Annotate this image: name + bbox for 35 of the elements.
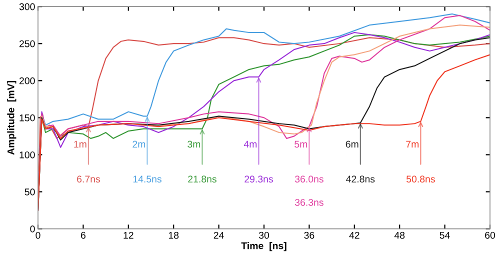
x-tick-label: 36: [304, 232, 314, 239]
annotation: 50.8ns: [406, 176, 435, 183]
annotation: 36.0ns: [294, 176, 324, 183]
annotation: 14.5ns: [133, 176, 162, 183]
x-tick-label: 24: [214, 232, 224, 239]
x-tick-label: 42: [349, 232, 360, 239]
y-tick-label: 250: [19, 40, 35, 48]
x-tick-label: 18: [168, 232, 179, 239]
y-axis-title: Amplitude [mV]: [7, 80, 16, 155]
x-tick-label: 0: [36, 232, 40, 239]
y-tick-label: 100: [20, 151, 35, 158]
annotation: 29.3ns: [244, 176, 273, 183]
annotation: 1m: [74, 140, 86, 148]
x-tick-label: 30: [258, 232, 270, 239]
x-tick-label: 48: [394, 232, 405, 239]
annotation: 36.3ns: [294, 198, 324, 206]
annotation: 7m: [406, 140, 419, 148]
x-tick-label: 12: [124, 232, 134, 239]
annotation: 6m: [346, 140, 358, 148]
annotation: 3m: [188, 140, 200, 148]
y-tick-label: 0: [30, 226, 35, 232]
y-tick-label: 300: [19, 3, 35, 10]
annotation: 21.8ns: [188, 176, 216, 183]
y-tick-label: 50: [24, 188, 35, 196]
annotation: 2m: [132, 140, 146, 148]
x-tick-label: 60: [485, 232, 496, 239]
y-tick-label: 200: [19, 77, 35, 84]
x-tick-label: 6: [80, 232, 86, 239]
annotation: 4m: [244, 140, 257, 148]
annotation: 5m: [294, 140, 308, 148]
annotation: 42.8ns: [346, 176, 375, 183]
annotation: 6.7ns: [77, 176, 100, 183]
x-axis-title: Time [ns]: [241, 242, 286, 252]
x-tick-label: 54: [440, 232, 450, 239]
y-tick-label: 150: [20, 114, 35, 122]
